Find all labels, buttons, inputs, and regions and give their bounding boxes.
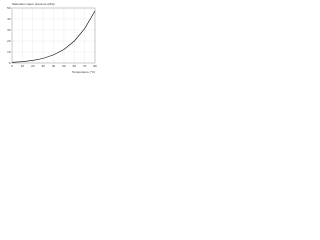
x-tick-label: 30: [41, 64, 45, 68]
x-tick-label: 0: [11, 64, 13, 68]
plot-frame: [11, 7, 96, 64]
y-tick-label: 10: [7, 50, 11, 54]
x-axis-title: Temperature (°C): [72, 70, 95, 74]
x-tick-label: 40: [52, 64, 56, 68]
y-tick-label: 20: [7, 39, 11, 43]
x-tick-label: 10: [21, 64, 25, 68]
x-tick-label: 80: [93, 64, 97, 68]
x-tick-label: 50: [62, 64, 66, 68]
data-line: [11, 10, 96, 63]
y-tick-label: 30: [7, 28, 11, 32]
y-tick-label: 40: [7, 17, 11, 21]
y-tick-label: 0: [9, 61, 11, 65]
y-tick-label: 50: [7, 6, 11, 10]
x-tick-label: 70: [83, 64, 87, 68]
background: [0, 0, 100, 75]
x-tick-label: 60: [73, 64, 77, 68]
x-tick-label: 20: [31, 64, 35, 68]
y-axis-title: Saturation vapor pressure (kPa): [12, 2, 55, 6]
chart: Saturation vapor pressure (kPa) Temperat…: [0, 0, 100, 75]
